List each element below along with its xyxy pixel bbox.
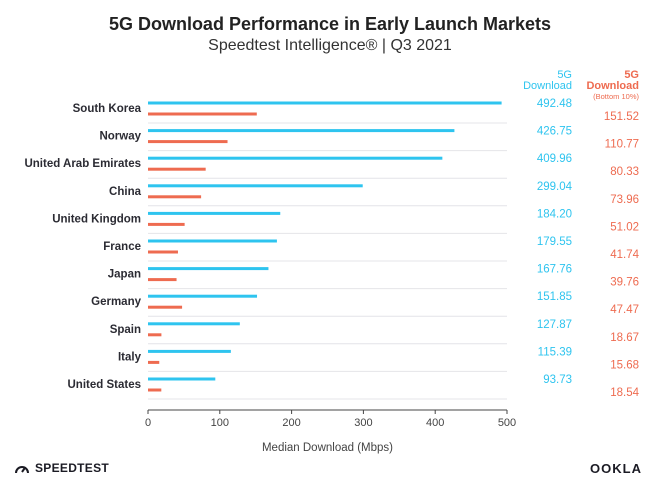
x-tick-label: 300	[354, 417, 372, 429]
bar-5g-download-bottom10	[148, 167, 206, 171]
bar-5g-download-bottom10	[148, 278, 177, 282]
category-label: Germany	[91, 296, 141, 308]
value-label-5g-download-bottom10: 39.76	[610, 277, 639, 289]
value-label-5g-download-bottom10: 15.68	[610, 359, 639, 371]
bar-5g-download-bottom10	[148, 222, 185, 226]
x-tick-label: 200	[282, 417, 300, 429]
legend-series-2-line2: Download	[586, 80, 639, 92]
bar-5g-download-bottom10	[148, 305, 183, 309]
x-tick-label: 400	[426, 417, 444, 429]
category-label: China	[109, 186, 142, 198]
ookla-logo: OOKLA	[590, 461, 642, 476]
value-label-5g-download-bottom10: 41.74	[610, 249, 639, 261]
value-label-5g-download-bottom10: 151.52	[604, 111, 639, 123]
x-tick-label: 500	[498, 417, 516, 429]
value-label-5g-download: 299.04	[537, 181, 573, 193]
value-label-5g-download: 167.76	[537, 264, 572, 276]
category-label: Norway	[99, 131, 141, 143]
value-label-5g-download: 426.75	[537, 126, 572, 138]
value-label-5g-download-bottom10: 47.47	[610, 304, 639, 316]
x-tick-label: 100	[211, 417, 229, 429]
bar-5g-download	[148, 156, 443, 160]
legend-series-2-line1: 5G	[624, 69, 639, 81]
value-label-5g-download-bottom10: 80.33	[610, 166, 639, 178]
bar-5g-download-bottom10	[148, 333, 162, 337]
bar-5g-download	[148, 349, 231, 353]
value-label-5g-download: 409.96	[537, 153, 572, 165]
bar-5g-download	[148, 211, 281, 215]
bar-5g-download	[148, 239, 277, 243]
speedtest-wordmark: SPEEDTEST	[35, 461, 110, 475]
bar-5g-download	[148, 129, 455, 133]
bar-5g-download-bottom10	[148, 140, 228, 144]
value-label-5g-download: 127.87	[537, 319, 572, 331]
value-label-5g-download: 492.48	[537, 98, 572, 110]
category-label: Italy	[118, 351, 142, 363]
value-label-5g-download-bottom10: 73.96	[610, 194, 639, 206]
value-label-5g-download: 151.85	[537, 291, 572, 303]
bar-5g-download	[148, 377, 216, 381]
bar-5g-download-bottom10	[148, 195, 202, 199]
value-label-5g-download: 179.55	[537, 236, 572, 248]
bar-5g-download	[148, 294, 258, 298]
x-tick-label: 0	[145, 417, 151, 429]
category-label: United Kingdom	[52, 213, 141, 225]
legend-series-1-line2: Download	[523, 80, 572, 92]
category-label: Spain	[110, 324, 141, 336]
chart-title: 5G Download Performance in Early Launch …	[108, 14, 552, 34]
category-label: United States	[68, 379, 142, 391]
category-label: Japan	[108, 269, 141, 281]
bar-5g-download-bottom10	[148, 360, 160, 364]
value-label-5g-download: 93.73	[543, 374, 572, 386]
speedtest-logo: SPEEDTEST	[14, 461, 109, 475]
bar-5g-download	[148, 267, 269, 271]
value-label-5g-download: 184.20	[537, 208, 572, 220]
legend-series-1-line1: 5G	[557, 69, 572, 81]
bar-5g-download	[148, 101, 502, 105]
bar-5g-download	[148, 322, 240, 326]
speedometer-icon	[15, 466, 29, 474]
category-label: United Arab Emirates	[24, 158, 141, 170]
x-axis-label: Median Download (Mbps)	[262, 442, 393, 454]
bar-5g-download-bottom10	[148, 388, 162, 392]
value-label-5g-download-bottom10: 18.54	[610, 387, 639, 399]
category-label: France	[103, 241, 141, 253]
value-label-5g-download: 115.39	[538, 346, 572, 358]
value-label-5g-download-bottom10: 51.02	[610, 221, 639, 233]
bar-5g-download-bottom10	[148, 250, 178, 254]
value-label-5g-download-bottom10: 110.77	[605, 139, 639, 151]
bar-5g-download	[148, 184, 363, 188]
bar-5g-download-bottom10	[148, 112, 257, 116]
category-label: South Korea	[73, 103, 142, 115]
value-label-5g-download-bottom10: 18.67	[610, 332, 639, 344]
chart-subtitle: Speedtest Intelligence® | Q3 2021	[208, 37, 452, 54]
legend-series-2-note: (Bottom 10%)	[593, 92, 639, 101]
